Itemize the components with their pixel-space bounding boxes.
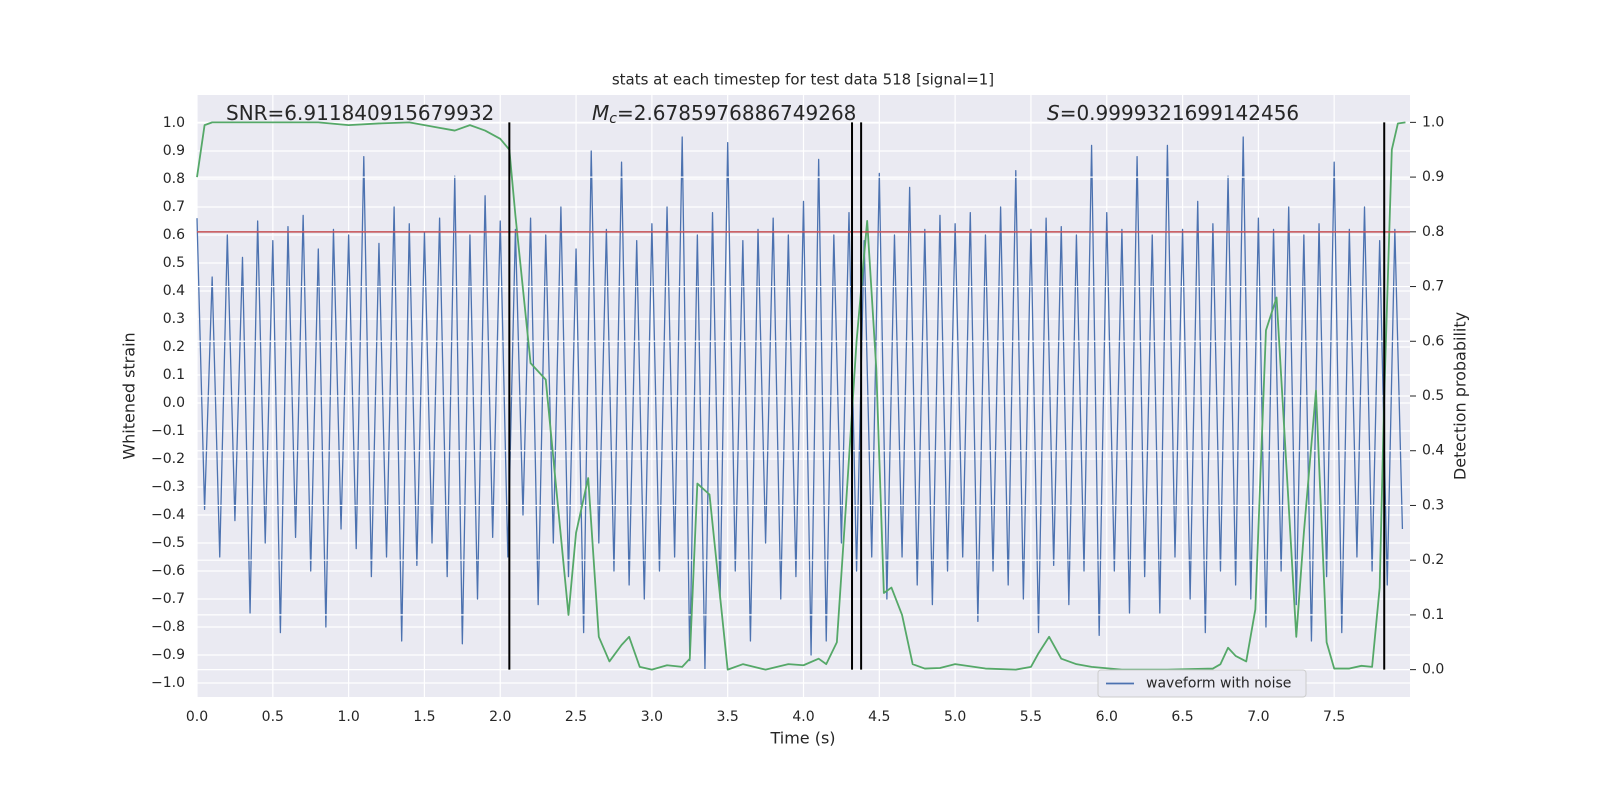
y-axis-label: Whitened strain xyxy=(120,332,139,459)
x-tick-label: 4.0 xyxy=(792,709,814,725)
y2-tick-label: 0.3 xyxy=(1422,497,1444,513)
annotation-subscript: c xyxy=(609,111,617,127)
y-tick-label: −0.7 xyxy=(151,591,185,607)
y-tick-label: 0.6 xyxy=(163,227,185,243)
y2-tick-label: 0.8 xyxy=(1422,224,1444,240)
x-tick-label: 5.5 xyxy=(1020,709,1042,725)
x-tick-label: 7.5 xyxy=(1323,709,1345,725)
annotation-text: SNR=6.911840915679932 xyxy=(226,101,494,125)
x-tick-label: 5.0 xyxy=(944,709,966,725)
y2-tick-label: 0.7 xyxy=(1422,279,1444,295)
y2-tick-label: 0.1 xyxy=(1422,607,1444,623)
waveform-line xyxy=(196,136,1404,670)
x-tick-label: 0.0 xyxy=(186,709,208,725)
x-tick-label: 4.5 xyxy=(868,709,890,725)
x-axis-label: Time (s) xyxy=(769,729,835,748)
annotation-text: =0.9999321699142456 xyxy=(1060,101,1299,125)
annotation-text: =2.6785976886749268 xyxy=(617,101,856,125)
legend-box xyxy=(1097,669,1307,698)
y2-tick-label: 0.2 xyxy=(1422,552,1444,568)
y-tick-label: −0.9 xyxy=(151,647,185,663)
y-tick-label: −0.1 xyxy=(151,423,185,439)
annotation: Mc=2.6785976886749268 xyxy=(592,101,856,128)
annotation-symbol: M xyxy=(592,101,609,125)
y-tick-label: −1.0 xyxy=(151,675,185,691)
y-tick-label: 0.5 xyxy=(163,255,185,271)
y2-tick-label: 0.4 xyxy=(1422,443,1444,459)
x-tick-label: 0.5 xyxy=(262,709,284,725)
y2-tick-label: 0.6 xyxy=(1422,333,1444,349)
y-tick-label: 0.8 xyxy=(163,171,185,187)
y-tick-label: −0.3 xyxy=(151,479,185,495)
y-tick-label: 0.7 xyxy=(163,199,185,215)
y-tick-label: 0.3 xyxy=(163,311,185,327)
y-tick-label: −0.8 xyxy=(151,619,185,635)
x-tick-label: 2.0 xyxy=(489,709,511,725)
y2-tick-label: 0.9 xyxy=(1422,169,1444,185)
y2-tick-label: 1.0 xyxy=(1422,114,1444,130)
y2-axis-label: Detection probability xyxy=(1451,312,1470,480)
chart-title: stats at each timestep for test data 518… xyxy=(612,71,994,89)
x-tick-label: 1.0 xyxy=(337,709,359,725)
x-tick-label: 3.0 xyxy=(641,709,663,725)
annotation: S=0.9999321699142456 xyxy=(1047,101,1299,125)
x-tick-label: 3.5 xyxy=(717,709,739,725)
y-tick-label: 0.2 xyxy=(163,339,185,355)
x-tick-label: 6.5 xyxy=(1171,709,1193,725)
y-tick-label: 0.1 xyxy=(163,367,185,383)
y-tick-label: −0.6 xyxy=(151,563,185,579)
x-tick-label: 1.5 xyxy=(413,709,435,725)
annotation-symbol: S xyxy=(1047,101,1060,125)
x-tick-label: 7.0 xyxy=(1247,709,1269,725)
legend-label: waveform with noise xyxy=(1146,676,1291,692)
y2-tick-label: 0.5 xyxy=(1422,388,1444,404)
y-tick-label: 0.0 xyxy=(163,395,185,411)
x-tick-label: 2.5 xyxy=(565,709,587,725)
y-tick-label: 0.9 xyxy=(163,143,185,159)
y-tick-label: −0.4 xyxy=(151,507,185,523)
y2-tick-label: 0.0 xyxy=(1422,662,1444,678)
y-tick-label: 1.0 xyxy=(163,115,185,131)
y-tick-label: −0.5 xyxy=(151,535,185,551)
x-tick-label: 6.0 xyxy=(1096,709,1118,725)
y-tick-label: 0.4 xyxy=(163,283,185,299)
annotation: SNR=6.911840915679932 xyxy=(226,101,494,125)
probability-line xyxy=(196,121,1406,671)
y-tick-label: −0.2 xyxy=(151,451,185,467)
